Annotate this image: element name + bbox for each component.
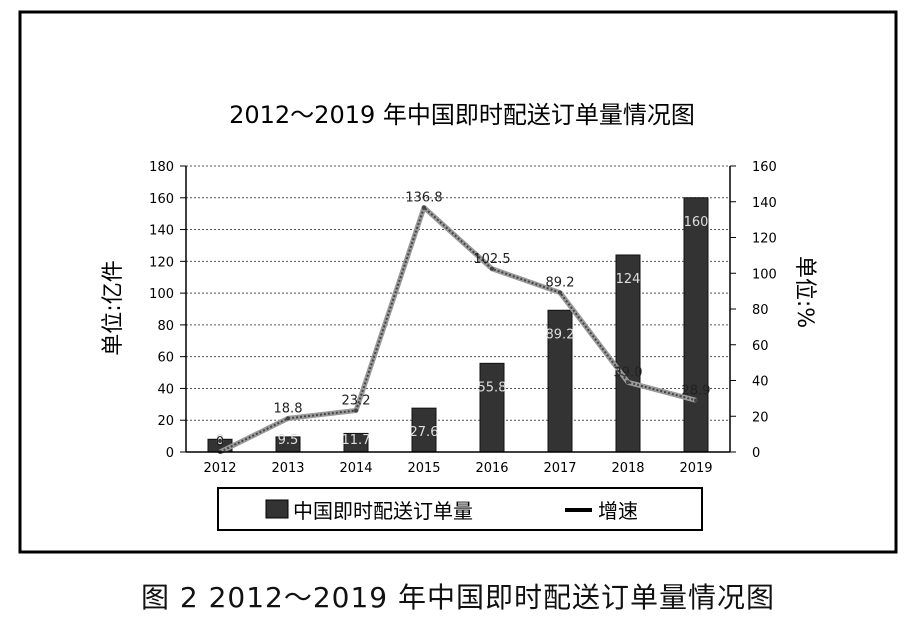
y2-axis-label: 单位:% bbox=[792, 256, 817, 328]
bar-data-label: 55.8 bbox=[478, 380, 507, 395]
bar-data-label: 89.2 bbox=[546, 327, 575, 342]
x-tick-label: 2017 bbox=[543, 461, 576, 476]
line-data-label: 23.2 bbox=[342, 394, 371, 409]
legend-line-label: 增速 bbox=[598, 499, 638, 523]
line-point bbox=[694, 398, 698, 403]
line-point bbox=[286, 416, 290, 421]
y-tick-label: 180 bbox=[149, 160, 174, 175]
legend-bar-label: 中国即时配送订单量 bbox=[293, 499, 473, 523]
x-tick-label: 2018 bbox=[611, 461, 644, 476]
bar-data-label: 11.7 bbox=[342, 433, 371, 448]
y-tick-label: 20 bbox=[157, 414, 174, 429]
y-tick-label: 40 bbox=[157, 382, 174, 397]
bar-data-label: 124 bbox=[616, 272, 641, 287]
line-data-label: 39.0 bbox=[614, 365, 643, 380]
x-tick-label: 2019 bbox=[679, 461, 712, 476]
y2-tick-label: 40 bbox=[752, 375, 769, 390]
chart-title: 2012～2019 年中国即时配送订单量情况图 bbox=[229, 101, 695, 129]
bar-data-label: 27.6 bbox=[410, 425, 439, 440]
bar bbox=[615, 254, 641, 453]
y-tick-label: 80 bbox=[157, 319, 174, 334]
bar bbox=[479, 362, 505, 453]
line-data-label: 28.9 bbox=[682, 383, 711, 398]
y-tick-label: 0 bbox=[166, 446, 174, 461]
bar-data-label: 9.5 bbox=[278, 433, 299, 448]
y2-tick-label: 120 bbox=[752, 232, 777, 247]
data-labels: 8 9.5 11.7 27.6 55.8 89.2 124 160 0 18.8 23.2 136.8… bbox=[216, 190, 711, 450]
line-point bbox=[422, 205, 426, 210]
line-data-label: 0 bbox=[216, 435, 224, 450]
line-data-label: 18.8 bbox=[274, 401, 303, 416]
line-point bbox=[354, 408, 358, 413]
line-data-label: 102.5 bbox=[473, 252, 510, 267]
y-tick-label: 100 bbox=[149, 287, 174, 302]
y-tick-label: 160 bbox=[149, 192, 174, 207]
legend-bar-swatch bbox=[265, 499, 289, 519]
x-tick-label: 2013 bbox=[271, 461, 304, 476]
x-tick-label: 2015 bbox=[407, 461, 440, 476]
line-data-label: 89.2 bbox=[546, 276, 575, 291]
figure-caption: 图 2 2012～2019 年中国即时配送订单量情况图 bbox=[140, 581, 776, 614]
bar bbox=[683, 197, 709, 453]
y-axis-label: 单位:亿件 bbox=[101, 260, 126, 355]
y2-tick-label: 0 bbox=[752, 446, 760, 461]
y2-tick-label: 140 bbox=[752, 196, 777, 211]
legend: 中国即时配送订单量 增速 bbox=[217, 487, 703, 531]
y-tick-label: 140 bbox=[149, 224, 174, 239]
x-tick-label: 2014 bbox=[339, 461, 372, 476]
chart-border bbox=[18, 10, 898, 554]
axes: 0204060801001201401601800204060801001201… bbox=[149, 160, 777, 476]
y-tick-label: 60 bbox=[157, 351, 174, 366]
y2-tick-label: 80 bbox=[752, 303, 769, 318]
line-point bbox=[558, 290, 562, 295]
x-tick-label: 2012 bbox=[203, 461, 236, 476]
bar bbox=[547, 309, 573, 453]
line-point bbox=[490, 266, 494, 271]
bar-data-label: 8 bbox=[216, 433, 224, 448]
y2-tick-label: 160 bbox=[752, 160, 777, 175]
y2-tick-label: 60 bbox=[752, 339, 769, 354]
y2-tick-label: 20 bbox=[752, 410, 769, 425]
legend-box bbox=[217, 487, 703, 531]
line-data-label: 136.8 bbox=[405, 190, 442, 205]
x-tick-label: 2016 bbox=[475, 461, 508, 476]
chart-figure: 2012～2019 年中国即时配送订单量情况图 0204060801001201… bbox=[18, 10, 898, 554]
line-point bbox=[626, 380, 630, 385]
growth-line bbox=[219, 206, 697, 453]
line-series bbox=[218, 204, 698, 455]
bar-data-label: 160 bbox=[684, 215, 709, 230]
y2-tick-label: 100 bbox=[752, 267, 777, 282]
y-tick-label: 120 bbox=[149, 255, 174, 270]
